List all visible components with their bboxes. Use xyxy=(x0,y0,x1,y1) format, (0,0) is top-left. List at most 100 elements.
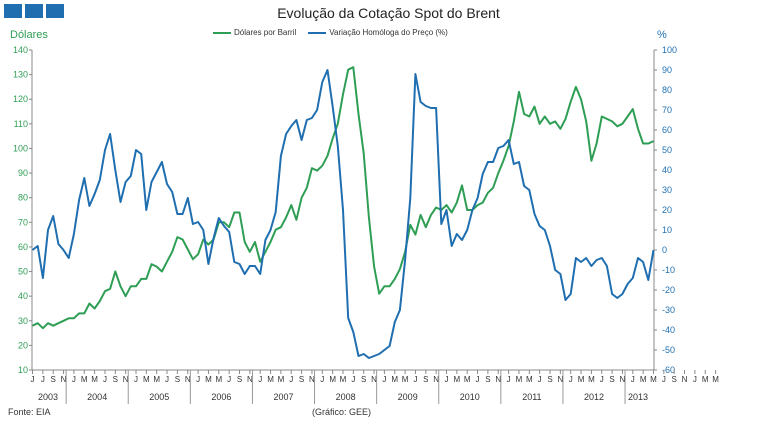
logo-square xyxy=(4,4,22,18)
month-label: N xyxy=(557,375,563,384)
month-label: J xyxy=(569,375,573,384)
month-label: M xyxy=(454,375,461,384)
logo-square xyxy=(25,4,43,18)
month-label: J xyxy=(320,375,324,384)
legend-label-price: Dólares por Barril xyxy=(234,28,297,37)
month-label: M xyxy=(91,375,98,384)
month-label: M xyxy=(81,375,88,384)
month-label: J xyxy=(258,375,262,384)
left-tick-label: 110 xyxy=(14,119,28,129)
right-tick-label: -50 xyxy=(662,345,675,355)
month-label: M xyxy=(588,375,595,384)
chart-title: Evolução da Cotação Spot do Brent xyxy=(277,5,500,21)
year-label: 2010 xyxy=(460,392,480,402)
month-label: S xyxy=(609,375,614,384)
month-label: M xyxy=(402,375,409,384)
month-label: J xyxy=(538,375,542,384)
month-label: M xyxy=(578,375,585,384)
month-label: J xyxy=(227,375,231,384)
right-tick-label: 90 xyxy=(662,65,672,75)
month-label: N xyxy=(433,375,439,384)
month-label: J xyxy=(631,375,635,384)
month-label: J xyxy=(103,375,107,384)
year-label: 2005 xyxy=(149,392,169,402)
year-label: 2004 xyxy=(87,392,107,402)
month-label: N xyxy=(620,375,626,384)
month-label: M xyxy=(329,375,336,384)
left-tick-label: 90 xyxy=(18,168,28,178)
month-label: M xyxy=(464,375,471,384)
source-note: Fonte: EIA xyxy=(8,407,51,417)
month-label: S xyxy=(361,375,366,384)
year-label: 2011 xyxy=(522,392,541,402)
year-label: 2007 xyxy=(273,392,293,402)
month-label: M xyxy=(205,375,212,384)
legend-item-variation: Variação Homóloga do Preço (%) xyxy=(308,28,448,37)
month-label: S xyxy=(299,375,304,384)
month-label: J xyxy=(413,375,417,384)
month-label: N xyxy=(185,375,191,384)
month-label: J xyxy=(382,375,386,384)
month-label: N xyxy=(371,375,377,384)
month-label: M xyxy=(712,375,719,384)
month-label: N xyxy=(682,375,688,384)
month-label: N xyxy=(495,375,501,384)
year-label: 2006 xyxy=(211,392,231,402)
left-tick-label: 10 xyxy=(18,365,28,375)
right-tick-label: -40 xyxy=(662,325,675,335)
right-tick-label: -30 xyxy=(662,305,675,315)
legend-swatch-variation xyxy=(308,31,327,34)
right-tick-label: -20 xyxy=(662,285,675,295)
left-tick-label: 20 xyxy=(18,340,28,350)
month-label: M xyxy=(650,375,657,384)
month-label: S xyxy=(175,375,180,384)
right-tick-label: 100 xyxy=(662,45,677,55)
year-label: 2003 xyxy=(38,392,58,402)
right-tick-label: 50 xyxy=(662,145,672,155)
year-label: 2008 xyxy=(336,392,356,402)
month-label: S xyxy=(237,375,242,384)
month-label: M xyxy=(526,375,533,384)
month-label: M xyxy=(391,375,398,384)
month-label: J xyxy=(165,375,169,384)
right-tick-label: 10 xyxy=(662,225,672,235)
month-label: M xyxy=(153,375,160,384)
left-tick-label: 40 xyxy=(18,291,28,301)
month-label: J xyxy=(600,375,604,384)
month-label: S xyxy=(51,375,56,384)
month-label: S xyxy=(547,375,552,384)
month-label: J xyxy=(31,375,35,384)
month-label: S xyxy=(113,375,118,384)
month-label: J xyxy=(476,375,480,384)
legend-item-price: Dólares por Barril xyxy=(213,28,296,37)
right-tick-label: 30 xyxy=(662,185,672,195)
logo-squares xyxy=(4,4,64,18)
legend: Dólares por Barril Variação Homóloga do … xyxy=(213,28,448,37)
month-label: S xyxy=(485,375,490,384)
price-series-line xyxy=(32,66,654,330)
month-label: N xyxy=(247,375,253,384)
right-tick-label: 0 xyxy=(662,245,667,255)
left-tick-label: 60 xyxy=(18,242,28,252)
left-axis-title: Dólares xyxy=(10,29,48,41)
month-label: M xyxy=(340,375,347,384)
legend-label-variation: Variação Homóloga do Preço (%) xyxy=(329,28,448,37)
month-label: J xyxy=(196,375,200,384)
month-label: N xyxy=(61,375,67,384)
left-tick-label: 50 xyxy=(18,267,28,277)
year-label: 2009 xyxy=(398,392,418,402)
right-tick-label: -10 xyxy=(662,265,675,275)
year-label: 2013 xyxy=(628,392,648,402)
month-label: S xyxy=(672,375,677,384)
month-label: M xyxy=(267,375,274,384)
month-label: J xyxy=(289,375,293,384)
left-tick-label: 70 xyxy=(18,217,28,227)
month-label: J xyxy=(134,375,138,384)
right-tick-label: -60 xyxy=(662,365,675,375)
right-tick-label: 70 xyxy=(662,105,672,115)
month-label: M xyxy=(640,375,647,384)
legend-swatch-price xyxy=(213,31,231,34)
variation-series-line xyxy=(31,69,655,359)
chart-credit: (Gráfico: GEE) xyxy=(312,407,372,417)
